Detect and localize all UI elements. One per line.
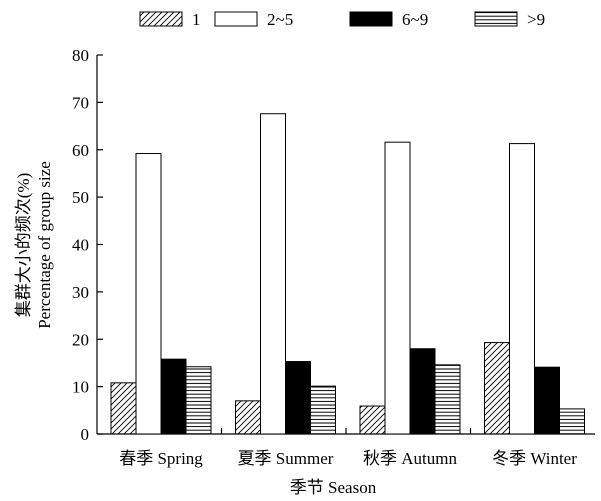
- x-tick-label: 夏季 Summer: [238, 449, 334, 468]
- y-tick-label: 0: [81, 425, 90, 444]
- x-tick-label: 秋季 Autumn: [363, 449, 457, 468]
- bar-4-1: [484, 342, 510, 435]
- bar-2-2: [260, 113, 286, 435]
- axes: 0 10 20 30 40 50 60 70 80 春季 Spring 夏季 Summer 秋季 Au…: [72, 46, 595, 468]
- y-tick-label: 60: [72, 141, 89, 160]
- y-tick-label: 40: [72, 236, 89, 255]
- x-axis-title: 季节 Season: [290, 478, 377, 497]
- bar-2-3: [285, 361, 311, 435]
- bar-3-2: [384, 141, 411, 435]
- bar-3-3: [409, 348, 436, 435]
- x-tick-label: 冬季 Winter: [492, 449, 577, 468]
- bar-3-1: [359, 405, 386, 435]
- y-tick-label: 20: [72, 330, 89, 349]
- x-tick-label: 春季 Spring: [119, 449, 203, 468]
- legend-label-1: 1: [192, 10, 201, 29]
- legend-swatch-2: [214, 11, 258, 27]
- bar-4-3: [534, 366, 560, 435]
- legend: 1 2~5 6~9 >9: [139, 10, 545, 29]
- y-tick-label: 50: [72, 188, 89, 207]
- bar-1-3: [160, 358, 187, 435]
- bar-4-2: [509, 143, 535, 435]
- bar-1-2: [135, 153, 162, 435]
- bar-3-4: [434, 364, 461, 435]
- bars: [110, 113, 585, 435]
- y-tick-label: 30: [72, 283, 89, 302]
- bar-1-4: [185, 366, 212, 435]
- bar-2-1: [235, 400, 261, 435]
- legend-label-2: 2~5: [267, 10, 293, 29]
- legend-label-4: >9: [527, 10, 545, 29]
- y-axis-title-chinese: 集群大小的频次(%): [14, 173, 33, 317]
- legend-swatch-3: [349, 11, 393, 27]
- legend-label-3: 6~9: [402, 10, 428, 29]
- legend-swatch-1: [139, 11, 183, 27]
- bar-2-4: [310, 385, 336, 435]
- y-axis-title-english: Percentage of group size: [35, 161, 54, 329]
- y-tick-label: 10: [72, 378, 89, 397]
- bar-1-1: [110, 382, 137, 435]
- bar-4-4: [559, 408, 585, 435]
- y-tick-label: 80: [72, 46, 89, 65]
- legend-swatch-4: [474, 11, 518, 27]
- y-tick-label: 70: [72, 93, 89, 112]
